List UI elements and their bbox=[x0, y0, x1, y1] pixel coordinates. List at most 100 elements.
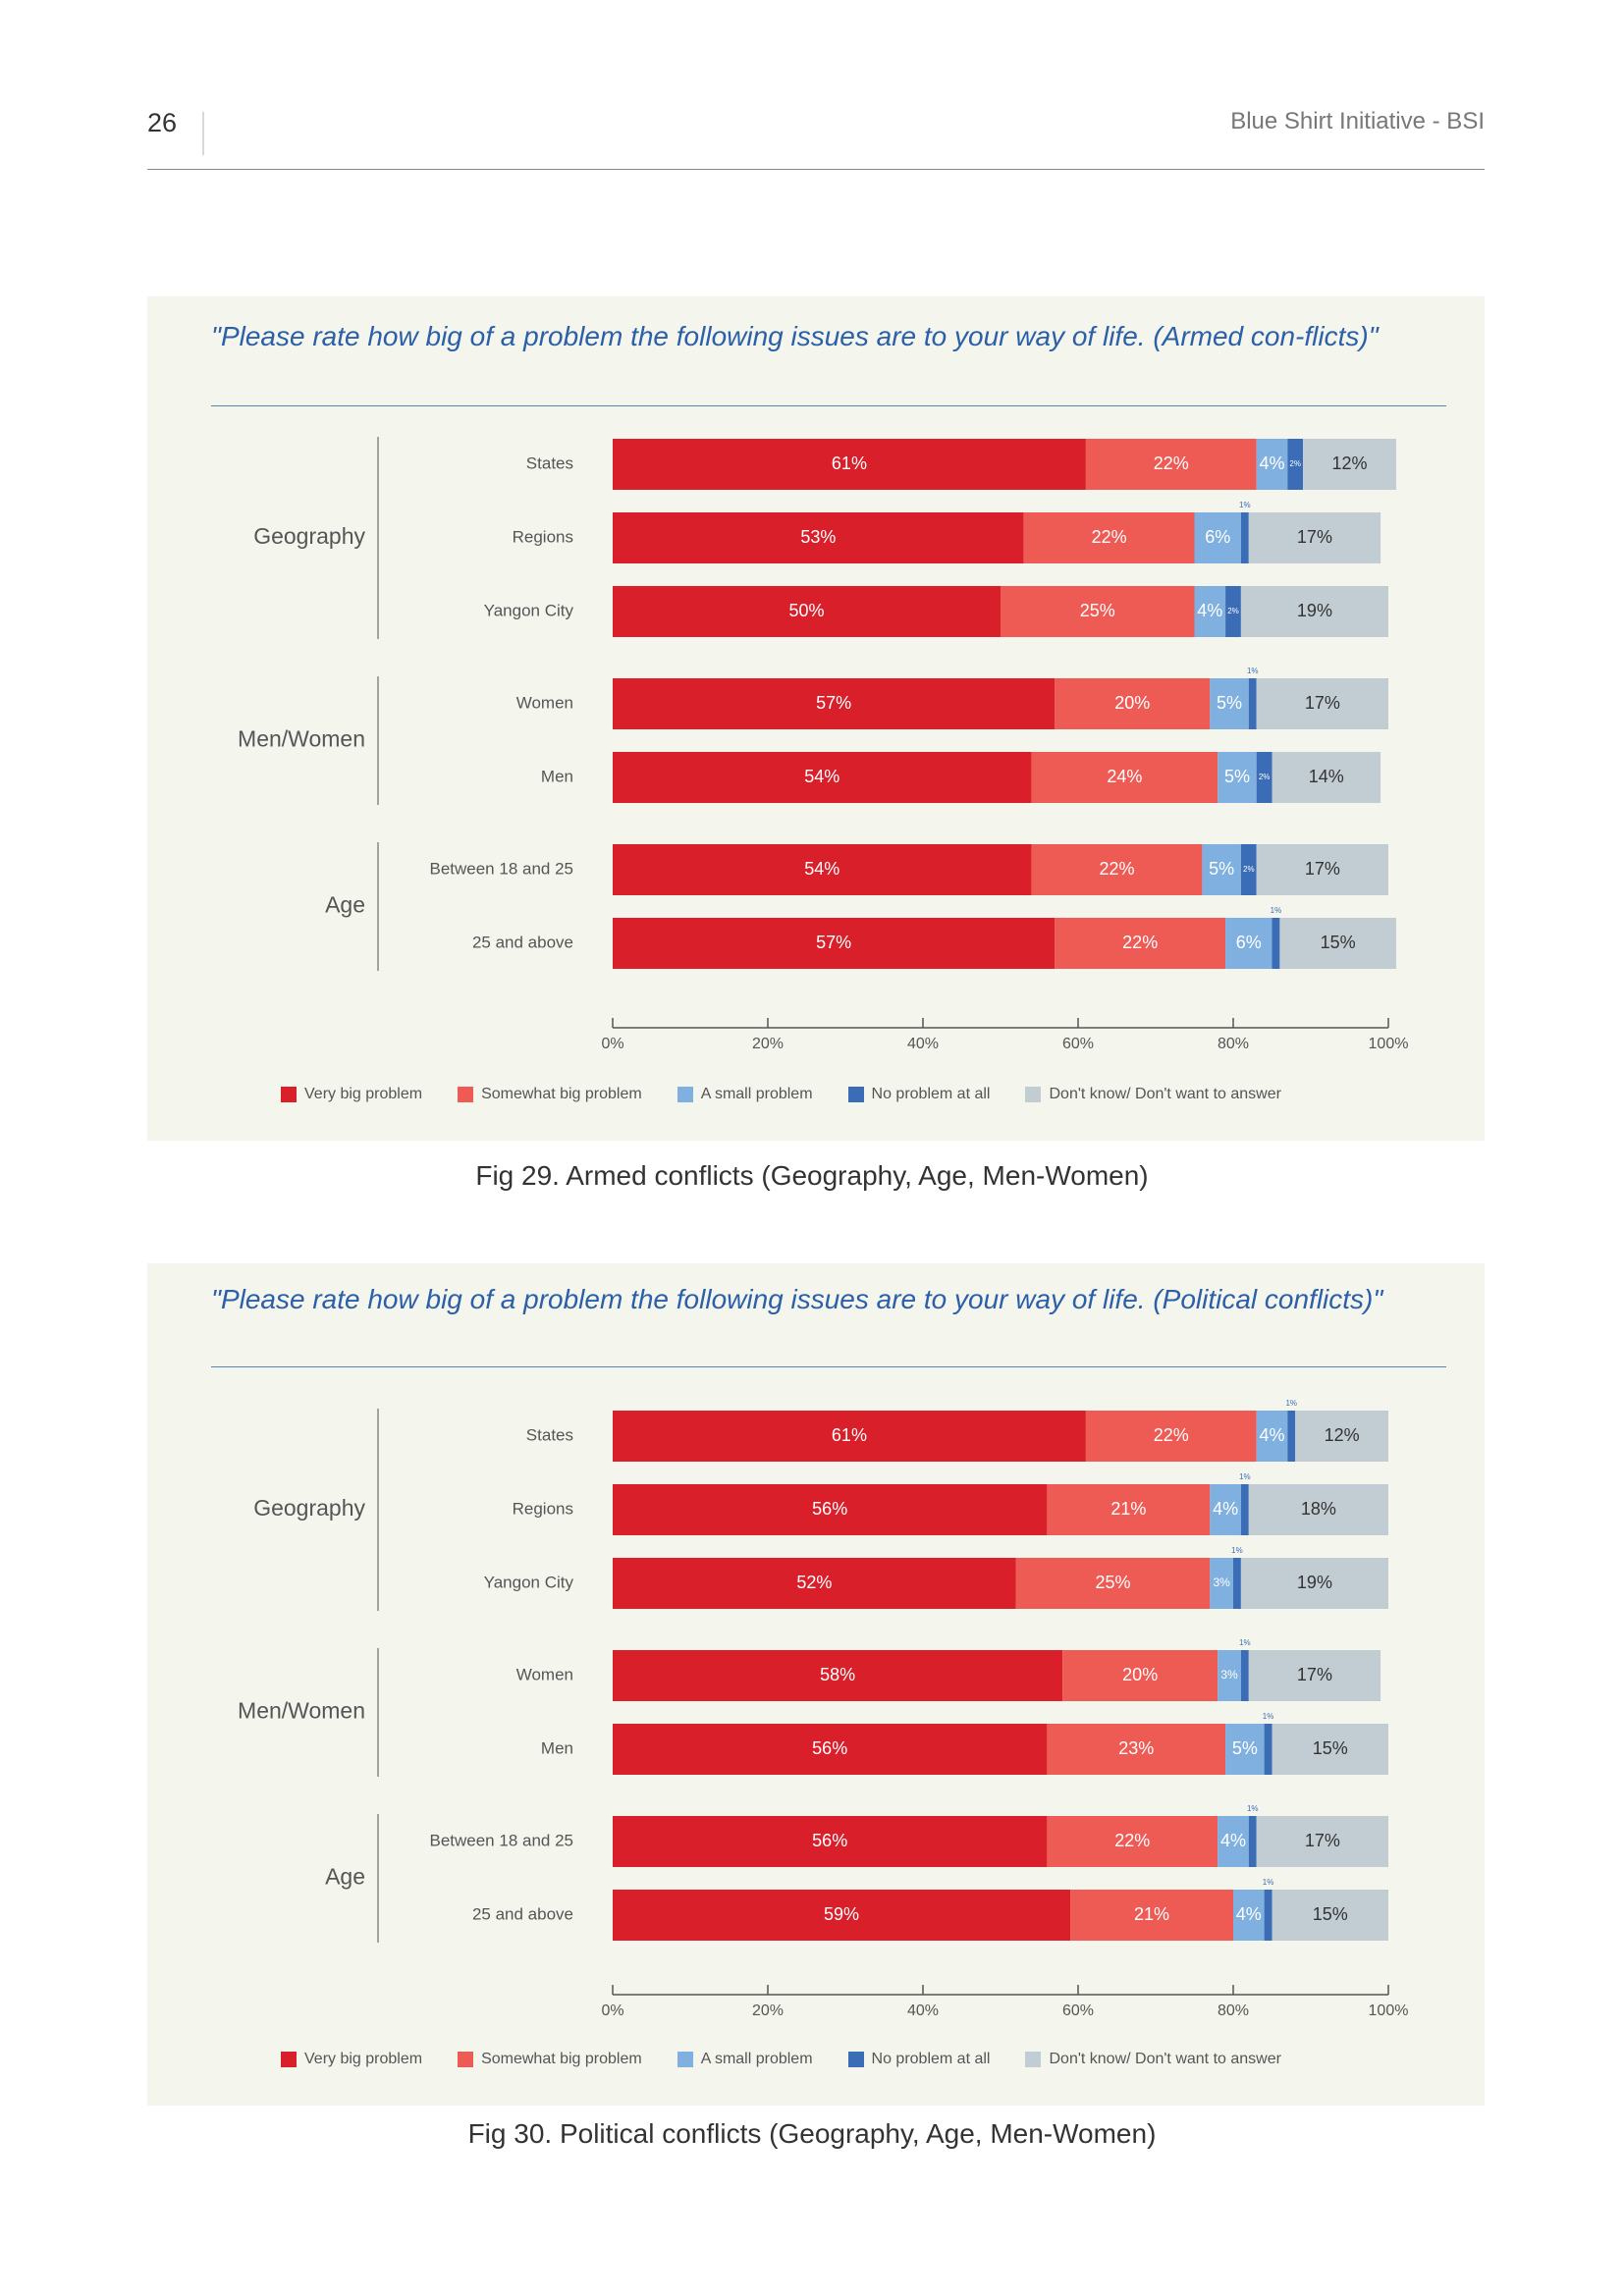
bar-segment-very-big bbox=[613, 439, 1086, 490]
bar-segment-somewhat-big bbox=[1031, 752, 1218, 803]
bar-segment-dont-know bbox=[1240, 586, 1388, 637]
bar-segment-no-problem bbox=[1256, 752, 1272, 803]
legend-label: Very big problem bbox=[304, 1086, 423, 1102]
header-title: Blue Shirt Initiative - BSI bbox=[1230, 108, 1485, 134]
group-label: Men/Women bbox=[238, 1698, 365, 1724]
data-label: 57% bbox=[816, 933, 851, 952]
x-tick-label: 40% bbox=[907, 2002, 939, 2019]
data-label: 22% bbox=[1122, 933, 1158, 952]
bar-segment-somewhat-big bbox=[1001, 586, 1195, 637]
bar-segment-somewhat-big bbox=[1085, 1411, 1257, 1462]
data-label: 5% bbox=[1217, 693, 1242, 713]
data-label: 4% bbox=[1236, 1904, 1262, 1924]
data-label: 15% bbox=[1321, 933, 1356, 952]
header-rule bbox=[147, 169, 1485, 170]
data-label: 17% bbox=[1297, 527, 1332, 547]
data-label: 17% bbox=[1305, 859, 1340, 879]
legend-swatch bbox=[281, 2052, 297, 2067]
data-label: 22% bbox=[1154, 1425, 1189, 1445]
data-label: 21% bbox=[1134, 1904, 1169, 1924]
data-label: 4% bbox=[1220, 1831, 1246, 1850]
data-label: 25% bbox=[1080, 601, 1115, 620]
x-tick-label: 40% bbox=[907, 1036, 939, 1052]
bar-segment-small bbox=[1194, 512, 1241, 563]
legend-label: Don't know/ Don't want to answer bbox=[1049, 2051, 1281, 2067]
data-label: 4% bbox=[1197, 601, 1222, 620]
question-rule bbox=[211, 1366, 1446, 1367]
chart-panel-political-conflicts: "Please rate how big of a problem the fo… bbox=[147, 1263, 1485, 2106]
bar-segment-no-problem bbox=[1272, 918, 1280, 969]
row-label: Between 18 and 25 bbox=[429, 1831, 573, 1849]
data-label: 23% bbox=[1118, 1738, 1154, 1758]
bar-segment-very-big bbox=[613, 678, 1056, 729]
data-label: 50% bbox=[788, 601, 824, 620]
x-tick-label: 0% bbox=[601, 1036, 623, 1052]
bar-segment-dont-know bbox=[1240, 1558, 1388, 1609]
x-tick-label: 80% bbox=[1218, 2002, 1249, 2019]
data-label: 12% bbox=[1331, 454, 1367, 473]
row-label: States bbox=[526, 1425, 573, 1444]
data-label: 57% bbox=[816, 693, 851, 713]
data-label: 1% bbox=[1239, 1472, 1251, 1481]
bar-segment-very-big bbox=[613, 586, 1001, 637]
data-label: 17% bbox=[1305, 693, 1340, 713]
data-label: 56% bbox=[812, 1831, 847, 1850]
data-label: 14% bbox=[1309, 767, 1344, 786]
legend-swatch bbox=[281, 1087, 297, 1102]
group-label: Age bbox=[325, 892, 365, 918]
row-label: Regions bbox=[513, 1499, 573, 1518]
row-label: Men bbox=[541, 1738, 573, 1757]
data-label: 17% bbox=[1305, 1831, 1340, 1850]
bar-segment-no-problem bbox=[1248, 678, 1257, 729]
bar-segment-very-big bbox=[613, 1558, 1016, 1609]
x-tick-label: 0% bbox=[601, 2002, 623, 2019]
row-label: States bbox=[526, 454, 573, 472]
legend-swatch bbox=[458, 1087, 474, 1102]
legend-label: A small problem bbox=[700, 1086, 813, 1102]
data-label: 56% bbox=[812, 1499, 847, 1519]
data-label: 4% bbox=[1259, 1425, 1284, 1445]
data-label: 1% bbox=[1239, 501, 1251, 509]
bar-segment-dont-know bbox=[1295, 1411, 1388, 1462]
chart-question: "Please rate how big of a problem the fo… bbox=[211, 1284, 1383, 1314]
page-number: 26 bbox=[147, 108, 178, 137]
bar-segment-no-problem bbox=[1240, 512, 1249, 563]
bar-segment-somewhat-big bbox=[1085, 439, 1257, 490]
bar-segment-no-problem bbox=[1248, 1816, 1257, 1867]
bar-segment-very-big bbox=[613, 752, 1032, 803]
bar-segment-dont-know bbox=[1256, 844, 1388, 895]
legend-label: No problem at all bbox=[871, 1086, 991, 1102]
data-label: 19% bbox=[1297, 601, 1332, 620]
x-tick-label: 20% bbox=[752, 2002, 784, 2019]
legend-item: No problem at all bbox=[847, 1086, 991, 1103]
bar-segment-no-problem bbox=[1287, 439, 1304, 490]
bar-segment-somewhat-big bbox=[1015, 1558, 1211, 1609]
bar-segment-somewhat-big bbox=[1062, 1650, 1218, 1701]
data-label: 2% bbox=[1289, 459, 1301, 468]
x-tick-label: 20% bbox=[752, 1036, 784, 1052]
bar-segment-small bbox=[1202, 844, 1241, 895]
data-label: 6% bbox=[1236, 933, 1262, 952]
data-label: 20% bbox=[1114, 693, 1150, 713]
data-label: 20% bbox=[1122, 1665, 1158, 1684]
data-label: 21% bbox=[1110, 1499, 1146, 1519]
data-label: 61% bbox=[832, 1425, 867, 1445]
data-label: 2% bbox=[1243, 865, 1255, 874]
data-label: 1% bbox=[1263, 1712, 1274, 1721]
legend-swatch bbox=[847, 1087, 864, 1102]
data-label: 2% bbox=[1259, 773, 1271, 781]
legend-label: Somewhat big problem bbox=[481, 2051, 642, 2067]
x-tick-label: 100% bbox=[1369, 1036, 1409, 1052]
stacked-bar-chart: States 61% 22% 4% 1% 12% Regions 56% 21% 4% 1% 18% Y… bbox=[238, 1399, 1408, 2019]
data-label: 5% bbox=[1232, 1738, 1258, 1758]
legend-item: A small problem bbox=[677, 2051, 813, 2068]
data-label: 1% bbox=[1247, 1804, 1259, 1813]
chart-panel-armed-conflicts: "Please rate how big of a problem the fo… bbox=[147, 296, 1485, 1141]
data-label: 53% bbox=[800, 527, 836, 547]
figure-caption: Fig 29. Armed conflicts (Geography, Age,… bbox=[475, 1160, 1149, 1191]
bar-segment-small bbox=[1210, 1484, 1241, 1535]
bar-segment-very-big bbox=[613, 1411, 1086, 1462]
data-label: 22% bbox=[1154, 454, 1189, 473]
chart-legend: Very big problem Somewhat big problem A … bbox=[281, 2049, 1317, 2070]
data-label: 1% bbox=[1285, 1399, 1297, 1408]
